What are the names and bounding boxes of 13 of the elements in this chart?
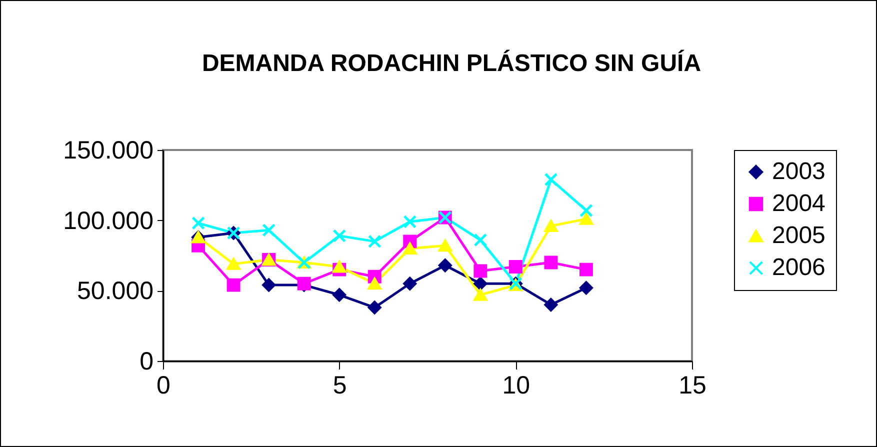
legend-label: 2005 [772, 222, 826, 249]
y-tick-label: 100.000 [63, 206, 154, 235]
x-tick-label: 15 [678, 372, 706, 400]
x-tick-label: 5 [332, 372, 347, 400]
legend-label: 2004 [772, 190, 826, 217]
x-tick-label: 10 [502, 372, 530, 400]
y-tick-label: 0 [140, 348, 154, 376]
legend-label: 2006 [772, 254, 826, 281]
y-tick-label: 150.000 [63, 136, 154, 164]
x-tick-label: 0 [156, 372, 170, 400]
y-tick-label: 50.000 [77, 277, 154, 306]
chart-title: DEMANDA RODACHIN PLÁSTICO SIN GUÍA [202, 49, 702, 77]
legend-label: 2003 [772, 158, 826, 185]
